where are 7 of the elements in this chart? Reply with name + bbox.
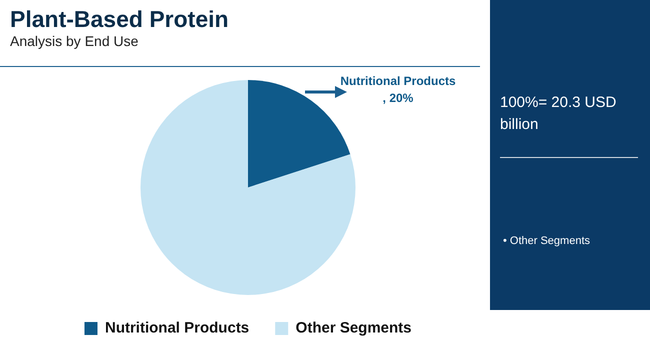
- chart-title: Plant-Based Protein: [10, 6, 229, 33]
- legend-label: Nutritional Products: [104, 320, 250, 337]
- text: 100%= 20.3 USD billion: [500, 93, 618, 135]
- chart-subtitle: Analysis by End Use: [10, 33, 138, 49]
- legend-label: Other Segments: [296, 320, 412, 337]
- text: • Other Segments: [503, 235, 590, 247]
- text: Nutritional Products , 20%: [339, 73, 457, 107]
